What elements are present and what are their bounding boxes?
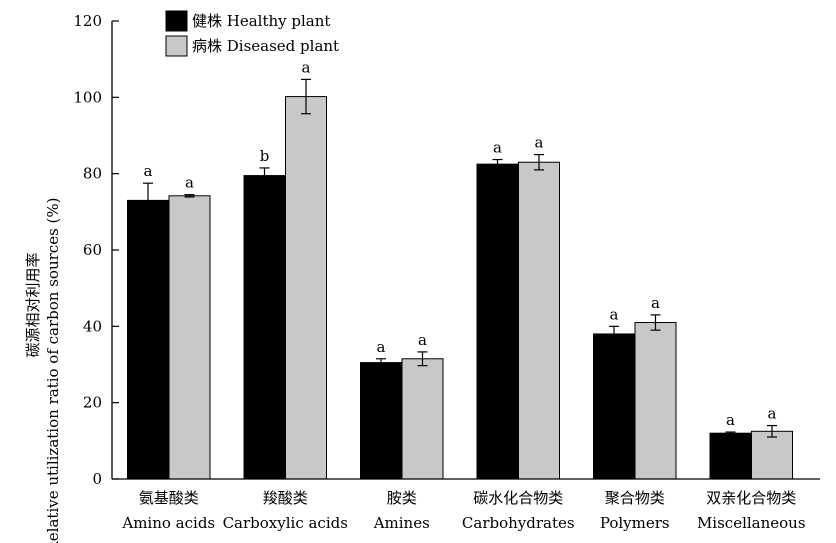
y-axis-label-cn: 碳源相对利用率 [24,252,42,357]
bar [360,362,402,480]
bar [401,358,444,480]
x-tick-label-en: Polymers [600,514,670,532]
legend: 健株 Healthy plant 病株 Diseased plant [165,10,339,57]
bar [168,195,211,480]
legend-label-healthy: 健株 Healthy plant [192,12,330,30]
x-tick-label-cn: 碳水化合物类 [473,489,563,507]
bar [243,175,286,480]
y-tick-label: 0 [92,470,102,488]
significance-letter: a [535,134,544,152]
bar [285,96,327,480]
significance-letter: b [260,147,270,165]
legend-swatch-healthy [165,10,188,32]
x-tick-label-en: Miscellaneous [697,514,806,532]
significance-letter: a [185,174,194,192]
x-tick-label-en: Carboxylic acids [223,514,348,532]
y-axis-label: 碳源相对利用率 Relative utilization ratio of ca… [24,198,62,543]
significance-letter: a [768,405,777,423]
x-tick-label-en: Amines [373,514,430,532]
y-tick-label: 100 [73,88,102,106]
axes [111,21,820,480]
y-tick-label: 60 [83,241,102,259]
significance-letter: a [418,331,427,349]
bars: a a b a a a a a a a a a [127,58,793,480]
x-tick-label-cn: 聚合物类 [605,489,665,507]
y-tick-label: 120 [73,12,102,30]
legend-swatch-diseased [165,35,188,57]
significance-letter: a [302,58,311,76]
bar [127,199,169,480]
significance-letter: a [377,338,386,356]
x-tick-label-cn: 双亲化合物类 [706,489,796,507]
bar [476,163,519,480]
x-axis-labels: 氨基酸类 Amino acids 羧酸类 Carboxylic acids 胺类 Amin… [121,489,805,532]
significance-letter: a [726,411,735,429]
significance-letter: a [493,139,502,157]
y-tick-label: 40 [83,317,102,335]
y-axis-label-en: Relative utilization ratio of carbon sou… [44,198,62,543]
x-tick-label-cn: 氨基酸类 [139,489,199,507]
bar [518,161,560,480]
bar [709,432,752,480]
y-tick-label: 20 [83,394,102,412]
legend-label-diseased: 病株 Diseased plant [192,37,339,55]
bar [634,322,677,480]
x-tick-label-en: Amino acids [121,514,215,532]
y-tick-label: 80 [83,165,102,183]
x-tick-label-cn: 胺类 [387,489,417,507]
bar [751,430,793,480]
significance-letter: a [144,162,153,180]
bar [593,333,635,480]
significance-letter: a [610,305,619,323]
y-axis-ticks: 0 20 40 60 80 100 120 [73,12,119,488]
x-tick-label-cn: 羧酸类 [263,489,308,507]
x-tick-label-en: Carbohydrates [462,514,575,532]
significance-letter: a [651,294,660,312]
